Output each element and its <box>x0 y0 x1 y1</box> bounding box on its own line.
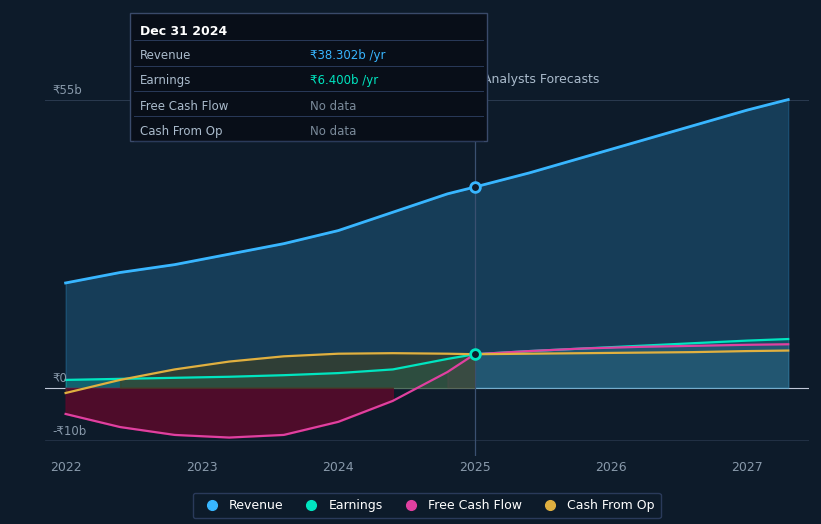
Text: No data: No data <box>310 125 356 138</box>
Text: ₹6.400b /yr: ₹6.400b /yr <box>310 74 378 88</box>
Text: Analysts Forecasts: Analysts Forecasts <box>483 73 599 86</box>
Text: Dec 31 2024: Dec 31 2024 <box>140 25 227 38</box>
Legend: Revenue, Earnings, Free Cash Flow, Cash From Op: Revenue, Earnings, Free Cash Flow, Cash … <box>193 493 661 518</box>
Text: Free Cash Flow: Free Cash Flow <box>140 100 228 113</box>
Text: -₹10b: -₹10b <box>52 424 86 438</box>
Text: No data: No data <box>310 100 356 113</box>
Text: ₹55b: ₹55b <box>52 84 82 97</box>
Text: ₹38.302b /yr: ₹38.302b /yr <box>310 49 386 62</box>
Text: Cash From Op: Cash From Op <box>140 125 222 138</box>
Text: Past: Past <box>440 73 466 86</box>
Text: Revenue: Revenue <box>140 49 191 62</box>
Text: ₹0: ₹0 <box>52 372 67 385</box>
Text: Earnings: Earnings <box>140 74 191 88</box>
